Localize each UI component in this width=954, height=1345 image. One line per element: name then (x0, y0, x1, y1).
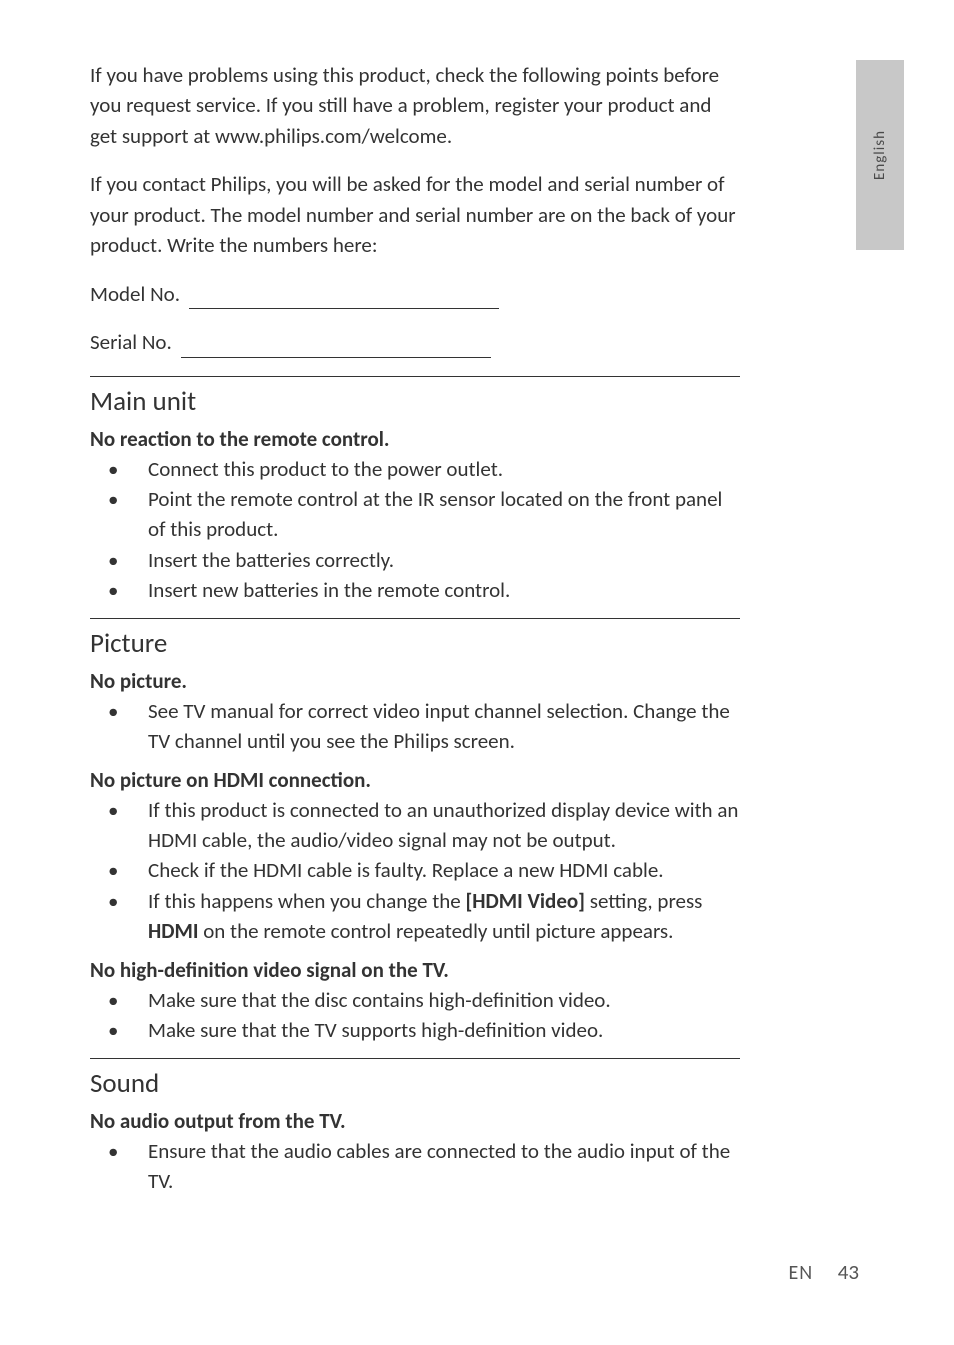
list-item: Make sure that the TV supports high-defi… (90, 1015, 740, 1045)
section-title-main-unit: Main unit (90, 385, 740, 418)
language-tab-label: English (871, 130, 889, 180)
section-sound: Sound No audio output from the TV. Ensur… (90, 1058, 740, 1197)
subheading-no-reaction: No reaction to the remote control. (90, 426, 740, 452)
serial-label: Serial No. (90, 329, 172, 355)
list-main-unit: Connect this product to the power outlet… (90, 454, 740, 606)
list-item: Insert the batteries correctly. (90, 545, 740, 575)
section-title-picture: Picture (90, 627, 740, 660)
list-no-hdmi: If this product is connected to an unaut… (90, 795, 740, 947)
list-no-picture: See TV manual for correct video input ch… (90, 696, 740, 757)
footer-lang: EN (788, 1261, 813, 1285)
list-item: See TV manual for correct video input ch… (90, 696, 740, 757)
subheading-no-hd: No high-definition video signal on the T… (90, 957, 740, 983)
list-item: If this product is connected to an unaut… (90, 795, 740, 856)
list-no-hd: Make sure that the disc contains high-de… (90, 985, 740, 1046)
subheading-no-hdmi: No picture on HDMI connection. (90, 767, 740, 793)
language-tab: English (856, 60, 904, 250)
page-footer: EN 43 (788, 1259, 859, 1285)
list-no-audio: Ensure that the audio cables are connect… (90, 1136, 740, 1197)
footer-page-number: 43 (838, 1259, 859, 1285)
serial-number-line: Serial No. (90, 327, 740, 357)
list-item: Insert new batteries in the remote contr… (90, 575, 740, 605)
list-item: If this happens when you change the [HDM… (90, 886, 740, 947)
intro-paragraph-2: If you contact Philips, you will be aske… (90, 169, 740, 260)
list-item: Point the remote control at the IR senso… (90, 484, 740, 545)
section-main-unit: Main unit No reaction to the remote cont… (90, 376, 740, 606)
list-item: Connect this product to the power outlet… (90, 454, 740, 484)
page-content: If you have problems using this product,… (0, 0, 830, 1247)
subheading-no-picture: No picture. (90, 668, 740, 694)
intro-paragraph-1: If you have problems using this product,… (90, 60, 740, 151)
subheading-no-audio: No audio output from the TV. (90, 1108, 740, 1134)
list-item: Ensure that the audio cables are connect… (90, 1136, 740, 1197)
model-blank (189, 308, 499, 309)
section-picture: Picture No picture. See TV manual for co… (90, 618, 740, 1046)
model-number-line: Model No. (90, 279, 740, 309)
list-item: Check if the HDMI cable is faulty. Repla… (90, 855, 740, 885)
section-title-sound: Sound (90, 1067, 740, 1100)
list-item: Make sure that the disc contains high-de… (90, 985, 740, 1015)
serial-blank (181, 357, 491, 358)
model-label: Model No. (90, 281, 180, 307)
